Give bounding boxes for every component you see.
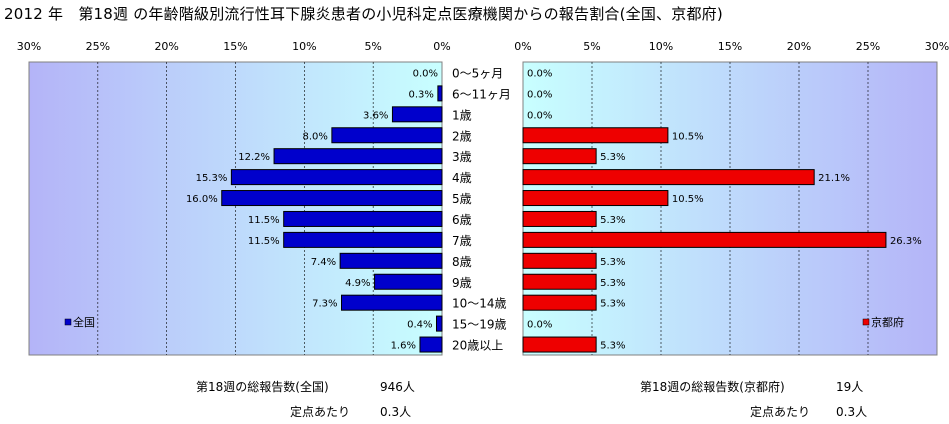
national-value-label: 11.5%	[248, 215, 280, 226]
category-labels: 0～5ヶ月 6～11ヶ月 1歳 2歳 3歳 4歳 5歳 6歳 7歳 8歳 9歳 10～14歳 15～19…	[452, 66, 511, 352]
national-value-label: 0.4%	[407, 320, 432, 331]
kyoto-value-label: 5.3%	[600, 257, 625, 268]
kyoto-x-tick-label: 5%	[583, 40, 600, 53]
kyoto-value-label: 21.1%	[818, 173, 850, 184]
national-bar	[419, 336, 443, 353]
kyoto-total-value: 19人	[836, 380, 864, 394]
kyoto-value-label: 0.0%	[527, 320, 552, 331]
national-value-label: 3.6%	[363, 110, 388, 121]
national-x-tick-label: 30%	[17, 40, 41, 53]
kyoto-bar	[522, 231, 887, 248]
national-per-label: 定点あたり	[290, 405, 351, 419]
category-label: 2歳	[452, 129, 472, 143]
kyoto-bar	[522, 273, 597, 290]
kyoto-legend-swatch	[862, 318, 870, 326]
category-label: 5歳	[452, 192, 472, 206]
kyoto-value-label: 10.5%	[672, 194, 704, 205]
kyoto-bar	[522, 336, 597, 353]
category-label: 4歳	[452, 171, 472, 185]
kyoto-bar	[522, 148, 597, 165]
national-chart-panel: 30% 25% 20% 15% 10% 5% 0% 0.0% 0.3% 3.6% 8.0% 12.2%…	[17, 40, 451, 356]
kyoto-bar	[522, 127, 669, 144]
national-total-label: 第18週の総報告数(全国)	[196, 380, 329, 394]
national-x-tick-label: 15%	[223, 40, 247, 53]
category-label: 10～14歳	[452, 297, 507, 311]
kyoto-value-label: 10.5%	[672, 131, 704, 142]
national-bar	[391, 106, 443, 123]
kyoto-x-tick-label: 15%	[718, 40, 742, 53]
national-value-label: 12.2%	[238, 152, 270, 163]
national-bar	[283, 231, 443, 248]
kyoto-bar	[522, 190, 669, 207]
national-bar	[230, 169, 443, 186]
national-x-tick-label: 25%	[86, 40, 110, 53]
kyoto-per-label: 定点あたり	[750, 405, 811, 419]
national-value-label: 7.3%	[312, 299, 337, 310]
national-bar	[283, 210, 443, 227]
category-label: 9歳	[452, 276, 472, 290]
kyoto-value-label: 0.0%	[527, 68, 552, 79]
national-value-label: 0.3%	[408, 89, 433, 100]
national-legend-label: 全国	[73, 315, 95, 329]
national-value-label: 7.4%	[311, 257, 336, 268]
kyoto-value-label: 5.3%	[600, 152, 625, 163]
category-label: 7歳	[452, 234, 472, 248]
chart-title: 2012 年 第18週 の年齢階級別流行性耳下腺炎患者の小児科定点医療機関からの…	[4, 5, 723, 23]
kyoto-value-label: 5.3%	[600, 278, 625, 289]
kyoto-legend-label: 京都府	[871, 315, 904, 329]
category-label: 8歳	[452, 255, 472, 269]
national-value-label: 4.9%	[345, 278, 370, 289]
kyoto-x-tick-label: 30%	[925, 40, 949, 53]
kyoto-x-tick-label: 20%	[787, 40, 811, 53]
national-bar	[221, 190, 443, 207]
national-value-label: 16.0%	[186, 194, 218, 205]
category-label: 3歳	[452, 150, 472, 164]
kyoto-x-tick-label: 10%	[649, 40, 673, 53]
kyoto-value-label: 0.0%	[527, 89, 552, 100]
category-label: 20歳以上	[452, 339, 503, 353]
kyoto-value-label: 5.3%	[600, 215, 625, 226]
national-value-label: 8.0%	[302, 131, 327, 142]
national-value-label: 1.6%	[391, 341, 416, 352]
national-bar	[437, 85, 443, 102]
kyoto-bar	[522, 252, 597, 269]
national-x-tick-label: 10%	[292, 40, 316, 53]
kyoto-bar	[522, 169, 815, 186]
kyoto-bar	[522, 294, 597, 311]
category-label: 0～5ヶ月	[452, 66, 503, 80]
national-bar	[341, 294, 443, 311]
national-bar	[374, 273, 443, 290]
kyoto-bar	[522, 210, 597, 227]
national-total-value: 946人	[380, 380, 415, 394]
category-label: 6～11ヶ月	[452, 87, 511, 101]
national-bar	[331, 127, 443, 144]
kyoto-total-label: 第18週の総報告数(京都府)	[640, 380, 785, 394]
national-x-tick-label: 5%	[364, 40, 381, 53]
category-label: 1歳	[452, 108, 472, 122]
national-legend-swatch	[64, 318, 72, 326]
kyoto-x-tick-label: 0%	[514, 40, 531, 53]
national-value-label: 11.5%	[248, 236, 280, 247]
kyoto-per-value: 0.3人	[836, 405, 868, 419]
national-x-tick-label: 20%	[154, 40, 178, 53]
kyoto-x-tick-label: 25%	[856, 40, 880, 53]
kyoto-value-label: 0.0%	[527, 110, 552, 121]
national-bar	[273, 148, 443, 165]
category-label: 6歳	[452, 213, 472, 227]
kyoto-chart-panel: 0% 5% 10% 15% 20% 25% 30% 0.0% 0.0% 0.0% 10.5% 5.3%…	[514, 40, 949, 356]
national-value-label: 15.3%	[196, 173, 228, 184]
kyoto-value-label: 5.3%	[600, 341, 625, 352]
national-bar	[339, 252, 443, 269]
national-value-label: 0.0%	[413, 68, 438, 79]
kyoto-value-label: 26.3%	[890, 236, 922, 247]
category-label: 15～19歳	[452, 318, 507, 332]
kyoto-value-label: 5.3%	[600, 299, 625, 310]
national-per-value: 0.3人	[380, 405, 412, 419]
national-x-tick-label: 0%	[433, 40, 450, 53]
national-bar	[435, 315, 443, 332]
